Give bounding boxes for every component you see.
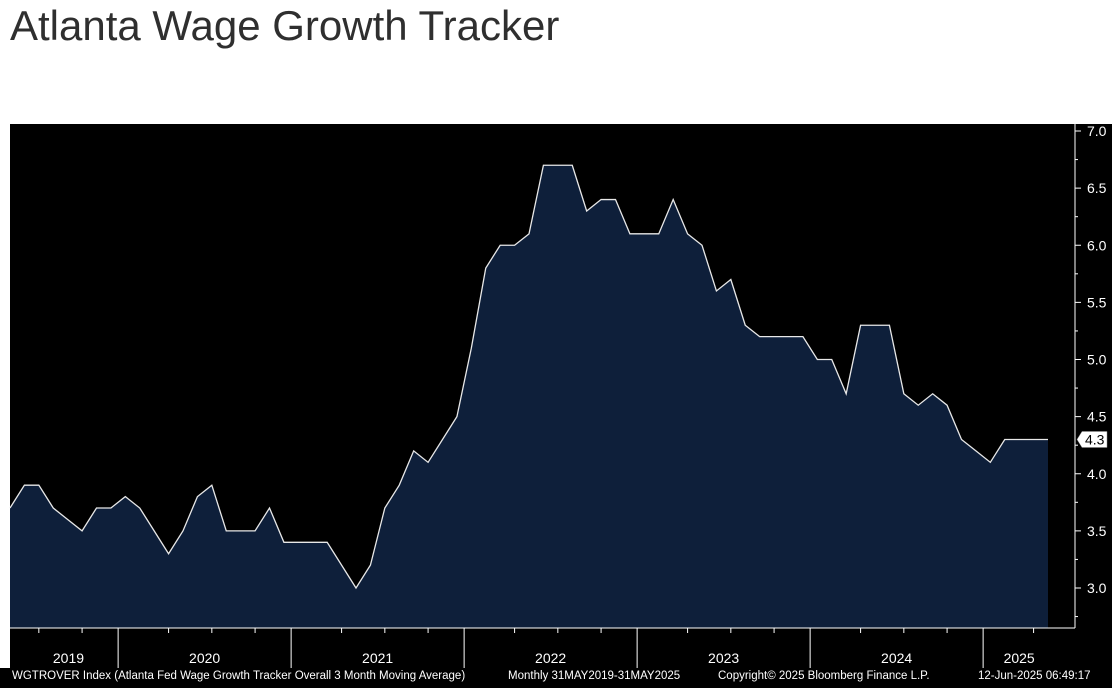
y-tick-label: 6.0 (1087, 237, 1107, 253)
footer-copyright: Copyright© 2025 Bloomberg Finance L.P. (718, 670, 930, 682)
last-value-badge (1076, 431, 1108, 448)
x-year-label: 2025 (1004, 650, 1035, 666)
area-fill (10, 165, 1048, 628)
y-tick-label: 3.0 (1087, 580, 1107, 596)
y-tick-label: 4.0 (1087, 466, 1107, 482)
x-year-label: 2021 (362, 650, 393, 666)
y-tick-label: 3.5 (1087, 523, 1107, 539)
y-tick-label: 6.5 (1087, 180, 1107, 196)
footer-timestamp: 12-Jun-2025 06:49:17 (978, 670, 1091, 682)
series-line (9, 164, 1048, 590)
x-year-label: 2024 (881, 650, 912, 666)
x-year-label: 2019 (53, 650, 84, 666)
x-year-label: 2022 (535, 650, 566, 666)
y-tick-label: 7.0 (1087, 123, 1107, 139)
x-year-label: 2020 (189, 650, 220, 666)
chart-footer: WGTROVER Index (Atlanta Fed Wage Growth … (0, 668, 1112, 688)
y-tick-label: 5.5 (1087, 294, 1107, 310)
y-tick-label: 4.5 (1087, 409, 1107, 425)
footer-date-range: Monthly 31MAY2019-31MAY2025 (508, 670, 681, 682)
x-year-label: 2023 (708, 650, 739, 666)
footer-index-description: WGTROVER Index (Atlanta Fed Wage Growth … (12, 670, 466, 682)
y-tick-label: 5.0 (1087, 352, 1107, 368)
page-title: Atlanta Wage Growth Tracker (10, 2, 560, 49)
last-value-label: 4.3 (1085, 431, 1105, 447)
